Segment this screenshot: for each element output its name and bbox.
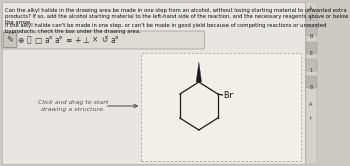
Text: Click and drag to start
drawing a structure.: Click and drag to start drawing a struct… — [38, 100, 108, 112]
Text: r: r — [310, 15, 312, 20]
FancyBboxPatch shape — [306, 9, 317, 21]
Text: Br: Br — [223, 90, 234, 99]
FancyBboxPatch shape — [2, 31, 204, 49]
FancyBboxPatch shape — [3, 33, 17, 47]
Text: +: + — [74, 36, 81, 44]
Text: E: E — [309, 50, 313, 55]
FancyBboxPatch shape — [141, 53, 301, 161]
FancyBboxPatch shape — [306, 59, 317, 71]
Text: ⊕: ⊕ — [17, 36, 23, 44]
Text: ↺: ↺ — [102, 36, 108, 44]
Text: ?: ? — [316, 24, 319, 29]
FancyBboxPatch shape — [306, 42, 317, 54]
Text: a°: a° — [45, 36, 54, 44]
Text: ✎: ✎ — [7, 36, 14, 44]
Text: Can the alkyl halide in the drawing area be made in one step from an alcohol, wi: Can the alkyl halide in the drawing area… — [5, 8, 348, 25]
FancyBboxPatch shape — [2, 2, 304, 164]
FancyBboxPatch shape — [306, 2, 317, 164]
Text: 8: 8 — [309, 84, 313, 89]
Text: ×: × — [92, 36, 98, 44]
Text: a°: a° — [54, 36, 63, 44]
Text: ⊥: ⊥ — [83, 36, 89, 44]
Text: B: B — [309, 34, 313, 39]
Text: r: r — [310, 117, 312, 122]
Text: a°: a° — [111, 36, 119, 44]
Polygon shape — [196, 62, 202, 82]
FancyBboxPatch shape — [306, 24, 317, 36]
Text: If the alkyl halide can't be made in one step, or can't be made in good yield be: If the alkyl halide can't be made in one… — [5, 23, 326, 34]
Text: ≡: ≡ — [65, 36, 72, 44]
Text: ⌾: ⌾ — [27, 36, 32, 44]
Text: □: □ — [35, 36, 42, 44]
Text: 1: 1 — [309, 68, 313, 73]
Text: A: A — [309, 101, 313, 107]
Text: A: A — [309, 5, 313, 10]
FancyBboxPatch shape — [306, 76, 317, 88]
